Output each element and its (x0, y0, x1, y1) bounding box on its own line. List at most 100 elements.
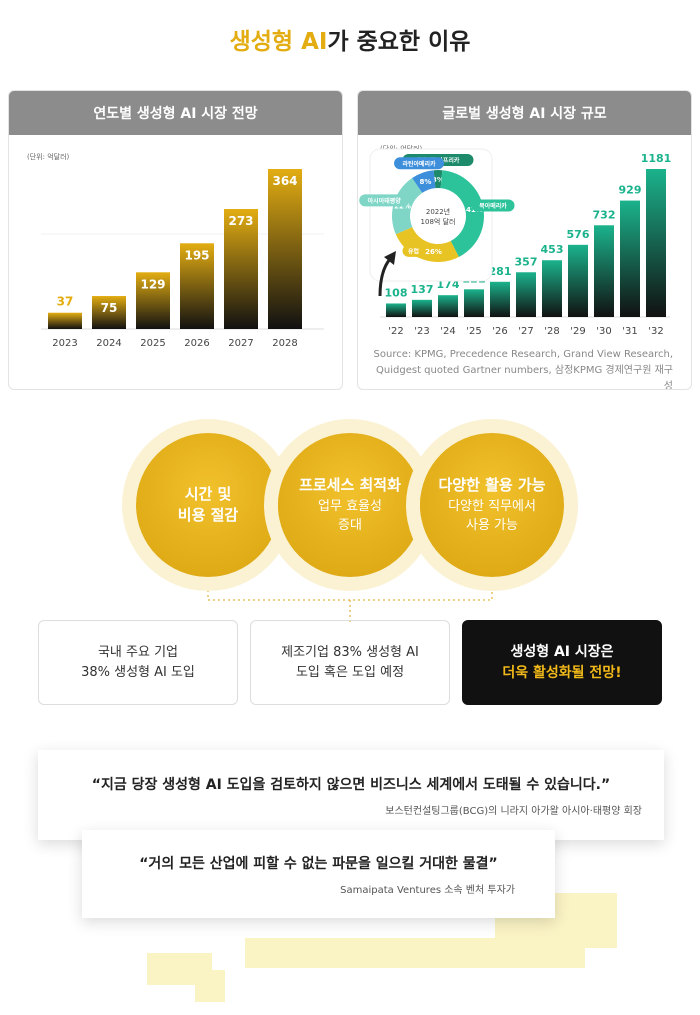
bar (412, 299, 432, 317)
x-tick-label: '31 (622, 326, 637, 337)
chart-source: Source: KPMG, Precedence Research, Grand… (373, 349, 673, 390)
bar (542, 260, 562, 317)
value-label: 453 (541, 243, 564, 256)
bar (516, 272, 536, 317)
pie-slice (412, 170, 436, 193)
quote-source: 보스턴컨설팅그룹(BCG)의 니라지 아가왈 아시아·태평양 회장 (385, 805, 642, 817)
box-text: 국내 주요 기업 38% 생성형 AI 도입 (81, 645, 195, 680)
circle-text: 다양한 직무에서 사용 가능 (448, 499, 536, 533)
center-label: 2022년 (426, 207, 450, 216)
value-label: 195 (184, 248, 209, 262)
bar (92, 296, 126, 329)
slice-tag (359, 194, 410, 207)
bar (646, 169, 666, 317)
x-tick-label: '28 (544, 326, 559, 337)
value-label: 576 (567, 228, 590, 241)
chart-panel: 글로벌 생성형 AI 시장 규모 (단위: 억달러)108'22137'2317… (357, 90, 692, 390)
value-label: 129 (140, 277, 165, 291)
pie-slice (392, 177, 423, 235)
bar (136, 272, 170, 329)
x-tick-label: 2027 (228, 338, 253, 347)
value-label: 137 (411, 283, 434, 296)
circle: 시간 및 비용 절감 (136, 433, 280, 577)
slice-name: 북아메리카 (479, 202, 507, 210)
x-tick-label: '23 (414, 326, 429, 337)
chart-title: 연도별 생성형 AI 시장 전망 (9, 91, 342, 135)
x-tick-label: 2025 (140, 338, 165, 347)
circle-title: 프로세스 최적화 (299, 476, 401, 495)
slice-tag (471, 199, 515, 212)
value-label: 929 (619, 184, 642, 197)
slice-name: 라틴아메리카 (402, 160, 436, 168)
quote-text: “거의 모든 산업에 피할 수 없는 파문을 일으킬 거대한 물결” (139, 855, 498, 872)
slice-label: 3% (432, 176, 444, 184)
x-tick-label: '30 (596, 326, 611, 337)
quote-card: “거의 모든 산업에 피할 수 없는 파문을 일으킬 거대한 물결” Samaip… (82, 830, 555, 918)
x-tick-label: '32 (648, 326, 663, 337)
x-tick-label: '29 (570, 326, 585, 337)
quote-source: Samaipata Ventures 소속 벤처 투자가 (340, 884, 515, 896)
value-label: 37 (57, 295, 74, 309)
title-rest: 가 중요한 이유 (327, 29, 471, 55)
chart: (단위: 억달러) 37 2023 75 2024 129 2025 195 2026 273 20… (27, 152, 324, 347)
x-tick-label: '26 (492, 326, 507, 337)
value-label: 281 (489, 265, 512, 278)
quote-card: “지금 당장 생성형 AI 도입을 검토하지 않으면 비즈니스 세계에서 도태될… (38, 750, 664, 840)
slice-label: 26% (425, 248, 442, 256)
x-tick-label: '22 (388, 326, 403, 337)
decoration (195, 970, 225, 1002)
slice-label: 8% (420, 178, 432, 186)
decoration (245, 938, 585, 968)
box-text: 제조기업 83% 생성형 AI 도입 혹은 도입 예정 (281, 645, 419, 680)
bar (568, 244, 588, 317)
box-text: 생성형 AI 시장은 (510, 643, 614, 660)
circle-text: 업무 효율성 증대 (318, 499, 382, 533)
bar (438, 295, 458, 317)
value-label: 1181 (641, 152, 672, 165)
arrow-head (384, 251, 396, 265)
circle-title: 다양한 활용 가능 (438, 476, 546, 495)
x-tick-label: 2026 (184, 338, 209, 347)
slice-name: 유럽 (408, 247, 419, 255)
pie-slice (433, 170, 443, 189)
page-title: 생성형 AI가 중요한 이유 (0, 22, 700, 56)
bar (268, 169, 302, 329)
bar (224, 209, 258, 329)
x-tick-label: '24 (440, 326, 455, 337)
bar (386, 303, 406, 317)
value-label: 75 (101, 301, 118, 315)
bar (48, 312, 82, 329)
value-label: 357 (515, 255, 538, 268)
chart-title: 글로벌 생성형 AI 시장 규모 (358, 91, 691, 135)
chart: (단위: 억달러)108'22137'23174'24221'25281'263… (359, 144, 672, 337)
pie-slice (440, 170, 484, 257)
box-highlight: 더욱 활성화될 전망! (502, 664, 622, 681)
title-highlight: 생성형 AI (229, 29, 328, 55)
value-label: 108 (385, 286, 408, 299)
slice-tag (394, 157, 445, 170)
bar (180, 243, 214, 329)
connector (207, 570, 493, 622)
chart-panel: 연도별 생성형 AI 시장 전망 (단위: 억달러) 37 2023 75 2024 12… (8, 90, 343, 390)
x-tick-label: 2028 (272, 338, 297, 347)
x-tick-label: '27 (518, 326, 533, 337)
quote-text: “지금 당장 생성형 AI 도입을 검토하지 않으면 비즈니스 세계에서 도태될… (91, 776, 611, 793)
value-label: 273 (228, 214, 253, 228)
value-label: 732 (593, 208, 616, 221)
x-tick-label: 2024 (96, 338, 121, 347)
bar (490, 281, 510, 317)
info-box: 국내 주요 기업 38% 생성형 AI 도입 (38, 620, 238, 705)
x-tick-label: 2023 (52, 338, 77, 347)
arrow (378, 258, 392, 297)
slice-tag (402, 244, 425, 257)
slice-label: 22% (394, 203, 411, 211)
slice-name: 아시아태평양 (368, 197, 402, 205)
info-box: 제조기업 83% 생성형 AI 도입 혹은 도입 예정 (250, 620, 450, 705)
bar (620, 200, 640, 317)
value-label: 364 (272, 174, 297, 188)
unit-label: (단위: 억달러) (27, 152, 70, 161)
